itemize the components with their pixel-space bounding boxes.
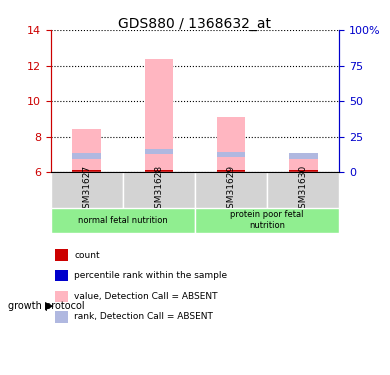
Text: rank, Detection Call = ABSENT: rank, Detection Call = ABSENT — [74, 312, 213, 321]
Bar — [145, 59, 173, 172]
FancyBboxPatch shape — [51, 208, 195, 232]
Text: GSM31627: GSM31627 — [82, 165, 91, 214]
Text: protein poor fetal
nutrition: protein poor fetal nutrition — [230, 210, 304, 230]
Bar — [73, 153, 101, 159]
Bar — [73, 170, 101, 172]
FancyBboxPatch shape — [195, 208, 339, 232]
Text: percentile rank within the sample: percentile rank within the sample — [74, 271, 227, 280]
Bar — [289, 170, 317, 172]
Text: value, Detection Call = ABSENT: value, Detection Call = ABSENT — [74, 292, 218, 301]
Bar — [145, 149, 173, 154]
Text: GSM31630: GSM31630 — [299, 165, 308, 214]
Bar — [217, 117, 245, 172]
Text: growth protocol: growth protocol — [8, 301, 84, 310]
Text: GSM31629: GSM31629 — [227, 165, 236, 214]
FancyBboxPatch shape — [123, 172, 195, 208]
Bar — [289, 153, 317, 159]
FancyBboxPatch shape — [195, 172, 267, 208]
Text: ▶: ▶ — [45, 301, 53, 310]
Text: normal fetal nutrition: normal fetal nutrition — [78, 216, 168, 225]
Text: count: count — [74, 251, 100, 260]
Bar — [217, 152, 245, 157]
Bar — [289, 159, 317, 172]
FancyBboxPatch shape — [267, 172, 339, 208]
Text: GSM31628: GSM31628 — [154, 165, 163, 214]
FancyBboxPatch shape — [51, 172, 123, 208]
Bar — [217, 170, 245, 172]
Text: GDS880 / 1368632_at: GDS880 / 1368632_at — [119, 17, 271, 31]
Bar — [145, 170, 173, 172]
Bar — [73, 129, 101, 172]
